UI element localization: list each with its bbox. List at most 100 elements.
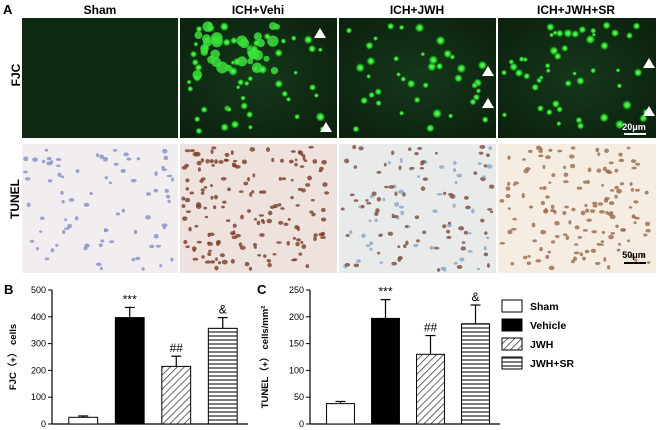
tunel-cell <box>290 196 294 200</box>
fjc-positive-cell <box>425 123 435 133</box>
arrowhead-marker <box>320 122 332 132</box>
tunel-cell <box>539 186 543 190</box>
column-title-ich-vehi: ICH+Vehi <box>231 3 285 17</box>
tunel-cell <box>201 255 205 259</box>
fjc-positive-cell <box>585 34 596 45</box>
tunel-cell <box>185 210 192 213</box>
tunel-cell <box>366 201 372 205</box>
fjc-positive-cell <box>615 67 621 73</box>
tunel-cell <box>208 249 212 253</box>
scale-bar-fjc: 20μm <box>622 122 646 132</box>
fjc-positive-cell <box>508 62 519 72</box>
tunel-cell <box>280 158 284 163</box>
fjc-positive-cell <box>560 44 569 53</box>
tunel-cell <box>368 241 374 246</box>
tunel-cell <box>195 151 201 157</box>
fjc-positive-cell <box>427 54 439 66</box>
tunel-cell <box>554 234 560 238</box>
tunel-cell <box>531 222 536 228</box>
tunel-cell <box>50 160 54 165</box>
tunel-cell <box>233 159 238 163</box>
tunel-cell <box>305 264 310 269</box>
tunel-cell <box>460 246 466 251</box>
tunel-cell <box>463 195 469 200</box>
tunel-cell <box>535 259 542 263</box>
tunel-cell <box>449 194 456 199</box>
tunel-cell <box>194 224 199 228</box>
tunel-cell <box>298 252 303 256</box>
tunel-cell <box>507 207 511 210</box>
tunel-cell <box>417 175 421 179</box>
tunel-cell <box>601 231 606 235</box>
tunel-cell <box>398 189 404 194</box>
tunel-cell <box>608 234 614 240</box>
fjc-positive-cell <box>243 80 250 87</box>
tunel-cell <box>145 215 151 220</box>
tunel-cell <box>215 257 218 262</box>
fjc-positive-cell <box>414 22 425 34</box>
tunel-cell <box>608 201 615 206</box>
fjc-positive-cell <box>230 119 240 130</box>
tunel-cell <box>601 183 605 187</box>
tunel-cell <box>644 190 649 195</box>
tunel-cell <box>387 231 394 236</box>
tunel-cell <box>586 218 592 222</box>
tunel-cell <box>569 163 576 169</box>
tunel-cell <box>400 210 404 216</box>
tunel-cell <box>243 181 249 186</box>
tunel-cell <box>184 149 191 153</box>
significance-marker: ## <box>170 341 184 355</box>
tunel-cell <box>604 196 610 201</box>
fjc-positive-cell <box>189 50 198 59</box>
tunel-cell <box>196 160 202 166</box>
legend-swatch <box>501 299 523 313</box>
fjc-positive-cell <box>285 96 292 103</box>
tunel-cell <box>287 217 291 221</box>
tunel-cell <box>300 240 304 244</box>
fjc-positive-cell <box>274 48 284 58</box>
y-tick-label: 100 <box>31 392 46 402</box>
y-tick-label: 0 <box>41 419 46 429</box>
tunel-cell <box>276 241 282 244</box>
panel-label-a: A <box>3 2 13 17</box>
tunel-cell <box>211 163 215 167</box>
fjc-positive-cell <box>216 61 229 74</box>
y-axis-label: TUNEL（+） cells/mm² <box>259 306 271 409</box>
tunel-cell <box>248 266 253 271</box>
tunel-cell <box>244 261 250 267</box>
tunel-cell <box>231 235 238 240</box>
tunel-cell <box>219 253 225 258</box>
tunel-cell <box>181 196 186 201</box>
bar-jwh-sr <box>207 327 238 425</box>
fjc-positive-cell <box>280 37 287 45</box>
tunel-cell <box>230 258 235 264</box>
tunel-cell <box>618 158 625 163</box>
tunel-cell <box>295 238 302 242</box>
tunel-cell <box>376 197 382 202</box>
tunel-cell <box>259 233 265 237</box>
tunel-cell <box>170 257 174 262</box>
tunel-cell <box>241 159 248 165</box>
tunel-cell <box>447 221 451 225</box>
fjc-positive-cell <box>562 28 574 39</box>
fjc-positive-cell <box>313 92 320 99</box>
tunel-cell <box>313 236 317 242</box>
fjc-positive-cell <box>359 96 369 105</box>
fjc-positive-cell <box>274 79 284 89</box>
tunel-cell <box>646 261 651 264</box>
tunel-cell <box>209 159 214 164</box>
tunel-cell <box>305 183 311 187</box>
fjc-positive-cell <box>614 119 626 130</box>
tunel-cell <box>377 251 381 255</box>
legend-label: JWH <box>530 339 553 351</box>
tunel-cell <box>126 157 132 161</box>
fjc-positive-cell <box>572 71 578 77</box>
tunel-cell <box>204 260 211 264</box>
fjc-positive-cell <box>263 55 270 62</box>
chart-fjc-cells: 0 100 200 300 400 500 FJC（+） cells *** ## & <box>7 285 248 429</box>
bar-vehicle <box>371 317 400 425</box>
tunel-cell <box>356 259 361 263</box>
tunel-cell <box>232 223 237 228</box>
y-tick-label: 200 <box>289 312 304 322</box>
tunel-cell <box>562 233 568 236</box>
